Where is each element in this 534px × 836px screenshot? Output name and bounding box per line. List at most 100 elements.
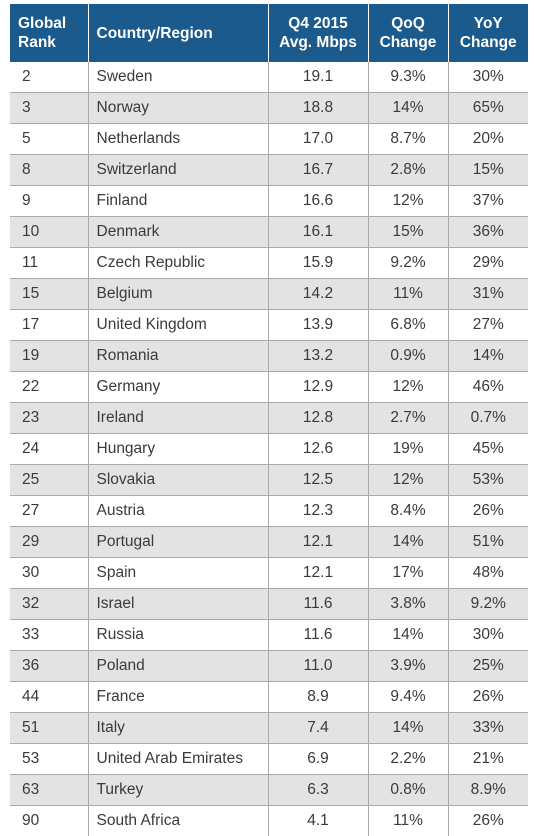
header-global-rank: Global Rank xyxy=(10,4,88,62)
avg-mbps-cell: 12.1 xyxy=(268,527,368,558)
global-rank-cell: 36 xyxy=(10,651,88,682)
country-region-cell: South Africa xyxy=(88,806,268,836)
qoq-change-cell: 11% xyxy=(368,279,448,310)
global-rank-cell: 25 xyxy=(10,465,88,496)
global-rank-cell: 5 xyxy=(10,124,88,155)
avg-mbps-cell: 12.1 xyxy=(268,558,368,589)
header-line: YoY xyxy=(474,15,503,32)
qoq-change-cell: 2.7% xyxy=(368,403,448,434)
country-region-cell: Denmark xyxy=(88,217,268,248)
avg-mbps-cell: 16.6 xyxy=(268,186,368,217)
global-rank-cell: 2 xyxy=(10,62,88,93)
global-rank-cell: 11 xyxy=(10,248,88,279)
qoq-change-cell: 8.7% xyxy=(368,124,448,155)
yoy-change-cell: 26% xyxy=(448,496,528,527)
country-region-cell: Russia xyxy=(88,620,268,651)
qoq-change-cell: 19% xyxy=(368,434,448,465)
global-rank-cell: 9 xyxy=(10,186,88,217)
avg-mbps-cell: 8.9 xyxy=(268,682,368,713)
global-rank-cell: 24 xyxy=(10,434,88,465)
country-region-cell: Finland xyxy=(88,186,268,217)
country-region-cell: Germany xyxy=(88,372,268,403)
country-region-cell: Ireland xyxy=(88,403,268,434)
avg-mbps-cell: 14.2 xyxy=(268,279,368,310)
avg-mbps-cell: 15.9 xyxy=(268,248,368,279)
yoy-change-cell: 30% xyxy=(448,62,528,93)
yoy-change-cell: 45% xyxy=(448,434,528,465)
country-region-cell: Belgium xyxy=(88,279,268,310)
qoq-change-cell: 9.2% xyxy=(368,248,448,279)
country-region-cell: Czech Republic xyxy=(88,248,268,279)
country-region-cell: Sweden xyxy=(88,62,268,93)
country-region-cell: Norway xyxy=(88,93,268,124)
header-qoq-change: QoQ Change xyxy=(368,4,448,62)
yoy-change-cell: 8.9% xyxy=(448,775,528,806)
avg-mbps-cell: 13.9 xyxy=(268,310,368,341)
avg-mbps-cell: 12.9 xyxy=(268,372,368,403)
speed-ranking-table: Global Rank Country/Region Q4 2015 Avg. … xyxy=(10,4,528,836)
qoq-change-cell: 3.8% xyxy=(368,589,448,620)
avg-mbps-cell: 18.8 xyxy=(268,93,368,124)
qoq-change-cell: 0.9% xyxy=(368,341,448,372)
yoy-change-cell: 48% xyxy=(448,558,528,589)
country-region-cell: Turkey xyxy=(88,775,268,806)
header-line: Rank xyxy=(18,34,56,51)
avg-mbps-cell: 11.6 xyxy=(268,589,368,620)
yoy-change-cell: 65% xyxy=(448,93,528,124)
country-region-cell: Poland xyxy=(88,651,268,682)
header-line: Global xyxy=(18,15,66,32)
yoy-change-cell: 20% xyxy=(448,124,528,155)
yoy-change-cell: 0.7% xyxy=(448,403,528,434)
global-rank-cell: 90 xyxy=(10,806,88,836)
header-line: Q4 2015 xyxy=(288,15,347,32)
qoq-change-cell: 14% xyxy=(368,93,448,124)
avg-mbps-cell: 11.0 xyxy=(268,651,368,682)
qoq-change-cell: 11% xyxy=(368,806,448,836)
avg-mbps-cell: 4.1 xyxy=(268,806,368,836)
yoy-change-cell: 37% xyxy=(448,186,528,217)
global-rank-cell: 8 xyxy=(10,155,88,186)
header-line: Change xyxy=(460,34,517,51)
country-region-cell: France xyxy=(88,682,268,713)
avg-mbps-cell: 17.0 xyxy=(268,124,368,155)
header-line: Country/Region xyxy=(97,25,213,42)
avg-mbps-cell: 12.5 xyxy=(268,465,368,496)
qoq-change-cell: 14% xyxy=(368,527,448,558)
global-rank-cell: 3 xyxy=(10,93,88,124)
header-line: QoQ xyxy=(391,15,425,32)
global-rank-cell: 63 xyxy=(10,775,88,806)
country-region-cell: Romania xyxy=(88,341,268,372)
qoq-change-cell: 15% xyxy=(368,217,448,248)
avg-mbps-cell: 6.9 xyxy=(268,744,368,775)
header-line: Avg. Mbps xyxy=(279,34,357,51)
avg-mbps-cell: 12.8 xyxy=(268,403,368,434)
country-region-cell: United Arab Emirates xyxy=(88,744,268,775)
qoq-change-cell: 0.8% xyxy=(368,775,448,806)
yoy-change-cell: 26% xyxy=(448,682,528,713)
country-region-cell: Portugal xyxy=(88,527,268,558)
qoq-change-cell: 14% xyxy=(368,620,448,651)
global-rank-cell: 15 xyxy=(10,279,88,310)
yoy-change-cell: 26% xyxy=(448,806,528,836)
header-row: Global Rank Country/Region Q4 2015 Avg. … xyxy=(10,4,528,62)
yoy-change-cell: 29% xyxy=(448,248,528,279)
yoy-change-cell: 51% xyxy=(448,527,528,558)
avg-mbps-cell: 6.3 xyxy=(268,775,368,806)
yoy-change-cell: 33% xyxy=(448,713,528,744)
qoq-change-cell: 12% xyxy=(368,465,448,496)
avg-mbps-cell: 16.1 xyxy=(268,217,368,248)
qoq-change-cell: 2.2% xyxy=(368,744,448,775)
